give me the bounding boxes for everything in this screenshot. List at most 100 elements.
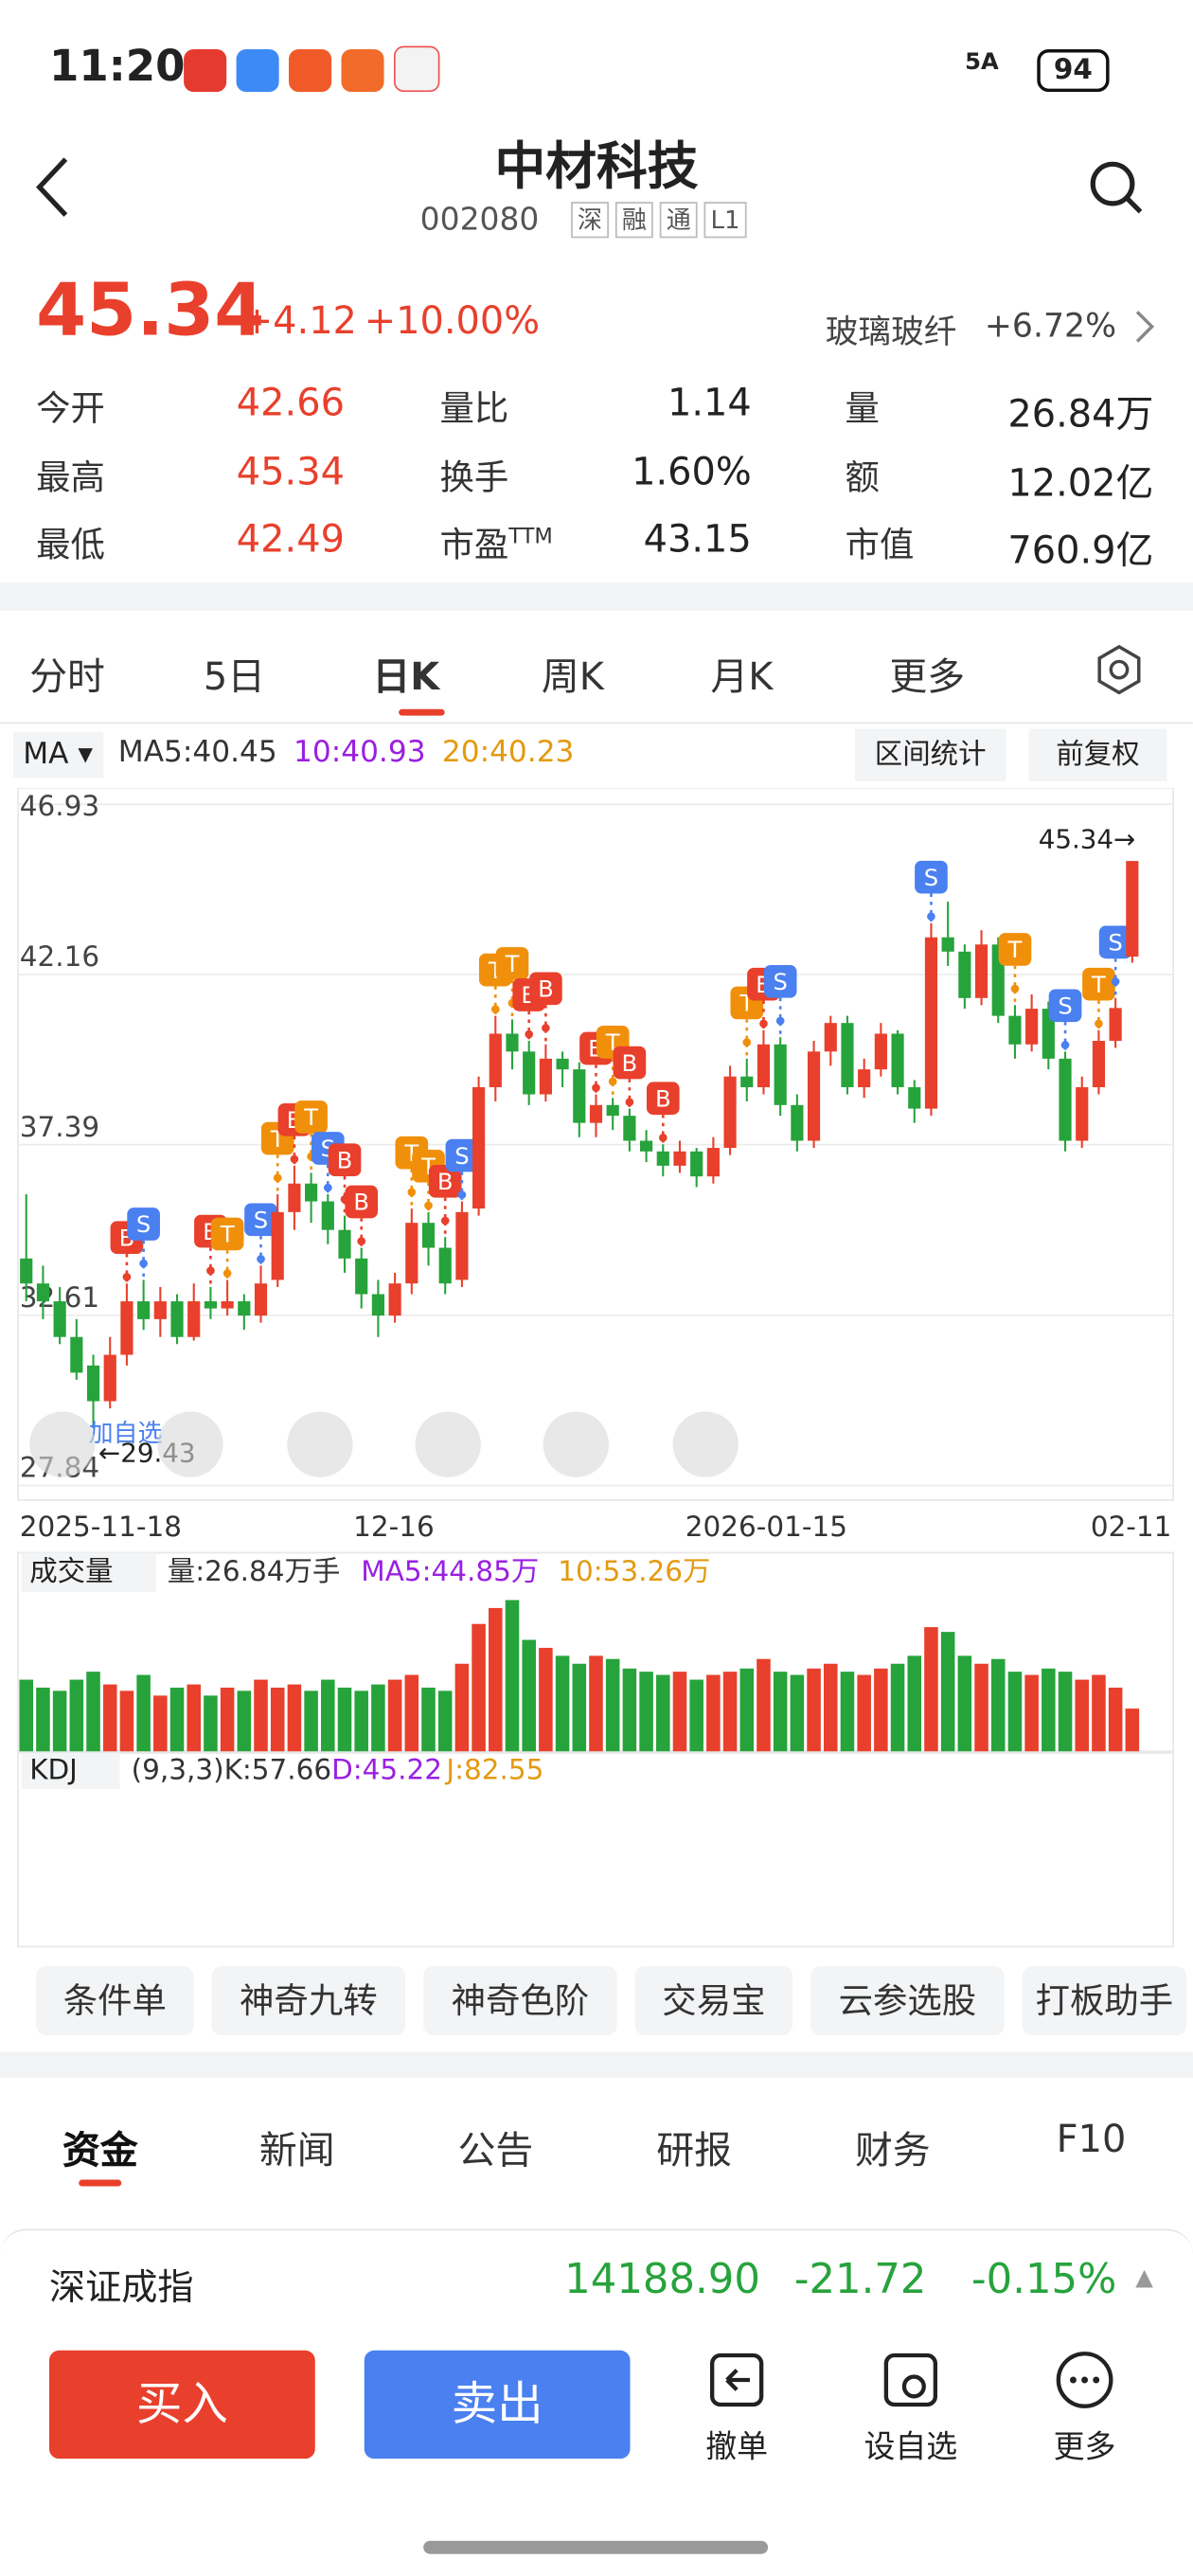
signal-label: B <box>655 1084 671 1112</box>
cancel-icon[interactable] <box>707 2351 766 2409</box>
period-tab[interactable]: 日K <box>372 656 440 700</box>
info-tab[interactable]: 公告 <box>457 2130 534 2174</box>
candle-body <box>153 1301 167 1319</box>
info-tab[interactable]: F10 <box>1056 2119 1127 2162</box>
action-label[interactable]: 设自选 <box>864 2428 958 2466</box>
watch-icon[interactable] <box>881 2351 940 2409</box>
volume-bar <box>1024 1674 1039 1752</box>
range-stats-button[interactable]: 区间统计 <box>854 728 1006 781</box>
info-tab[interactable]: 财务 <box>854 2130 931 2174</box>
volume-bar <box>605 1658 620 1752</box>
volume-bar <box>421 1687 436 1752</box>
index-bar[interactable] <box>0 2228 1193 2336</box>
candle-body <box>791 1104 804 1141</box>
volume-bar <box>990 1658 1006 1752</box>
adjust-button[interactable]: 前复权 <box>1028 728 1167 781</box>
volume-bar <box>204 1695 218 1752</box>
period-tab[interactable]: 周K <box>541 656 604 700</box>
signal-marker <box>613 1046 647 1080</box>
candle-body <box>103 1354 116 1402</box>
stat-label: 换手 <box>439 457 509 498</box>
volume-bar <box>890 1663 905 1752</box>
volume-bar <box>974 1663 988 1752</box>
candle-body <box>523 1051 536 1095</box>
volume-bar <box>655 1674 670 1752</box>
stat-label: 额 <box>845 457 880 498</box>
period-tab[interactable]: 月K <box>710 656 774 700</box>
candle-body <box>86 1365 100 1402</box>
period-tab[interactable]: 5日 <box>203 656 266 700</box>
signal-dot <box>122 1272 132 1281</box>
candle-body <box>472 1086 486 1209</box>
signal-dot <box>357 1237 366 1245</box>
buy-button[interactable]: 买入 <box>48 2350 315 2460</box>
candle-body <box>221 1301 234 1309</box>
back-button[interactable] <box>29 154 76 220</box>
indicator-select[interactable]: MA ▾ <box>12 731 103 778</box>
signal-label: B <box>353 1189 369 1216</box>
stat-label: 市盈TTM <box>439 525 553 565</box>
sector-name[interactable]: 玻璃玻纤 <box>825 312 957 351</box>
info-tab[interactable]: 研报 <box>656 2130 732 2174</box>
index-change: -21.72 <box>793 2255 927 2303</box>
info-tab-indicator <box>79 2179 122 2187</box>
volume-bar <box>287 1684 302 1752</box>
candle-body <box>723 1076 737 1149</box>
ma-label: 20:40.23 <box>441 735 575 770</box>
chart-control <box>672 1411 739 1477</box>
period-tab[interactable]: 分时 <box>29 656 105 700</box>
signal-dot <box>759 1019 768 1029</box>
period-tab[interactable]: 更多 <box>889 656 966 700</box>
volume-bar <box>404 1674 419 1752</box>
volume-bar <box>639 1672 653 1752</box>
candle-body <box>355 1258 368 1295</box>
tool-button[interactable]: 打板助手 <box>1022 1966 1187 2036</box>
action-label[interactable]: 更多 <box>1053 2428 1116 2466</box>
tool-button[interactable]: 神奇九转 <box>211 1966 406 2036</box>
signal-marker <box>294 1100 328 1134</box>
candle-body <box>573 1069 586 1123</box>
signal-marker <box>495 947 529 980</box>
tab-indicator <box>399 708 445 716</box>
volume-bar <box>539 1647 553 1752</box>
signal-marker <box>428 1164 462 1198</box>
volume-bar <box>522 1639 536 1752</box>
action-label[interactable]: 撤单 <box>705 2428 769 2466</box>
settings-button[interactable] <box>1093 643 1145 695</box>
tool-button[interactable]: 神奇色阶 <box>423 1966 617 2036</box>
candle-body <box>137 1301 151 1319</box>
stat-label: 最低 <box>36 525 105 565</box>
stat-value: 760.9亿 <box>1007 529 1154 573</box>
sector-arrow <box>1135 311 1155 343</box>
candle-body <box>656 1151 669 1166</box>
stock-tag: 融 <box>614 202 653 239</box>
signal-dot <box>775 1016 785 1026</box>
kline-chart: 46.9342.1637.3932.6127.84BSBTSTBTSBBTTBS… <box>17 787 1175 1948</box>
chart-control <box>415 1411 481 1477</box>
candle-body <box>20 1258 33 1284</box>
stat-value: 42.66 <box>236 382 345 425</box>
ma-label: MA5:40.45 <box>117 735 277 770</box>
info-tab[interactable]: 新闻 <box>258 2130 335 2174</box>
stat-label: 量 <box>845 388 880 429</box>
signal-marker <box>1082 967 1115 1001</box>
info-tab[interactable]: 资金 <box>62 2130 138 2174</box>
stock-code: 002080 <box>419 202 540 239</box>
candle-body <box>858 1069 871 1087</box>
tool-button[interactable]: 交易宝 <box>634 1966 793 2036</box>
candle-body <box>908 1086 921 1109</box>
candle-body <box>53 1301 66 1337</box>
stat-label: 最高 <box>36 457 105 498</box>
tool-button[interactable]: 云参选股 <box>810 1966 1005 2036</box>
candle-body <box>589 1104 603 1123</box>
y-tick-label: 37.39 <box>20 1111 99 1143</box>
volume-bar <box>1108 1687 1123 1752</box>
candle-body <box>305 1183 318 1202</box>
tool-button[interactable]: 条件单 <box>36 1966 194 2036</box>
sell-button[interactable]: 卖出 <box>364 2350 631 2460</box>
more-icon[interactable] <box>1055 2351 1113 2409</box>
search-button[interactable] <box>1086 157 1145 216</box>
candle-body <box>455 1211 469 1280</box>
candle-body <box>405 1223 418 1284</box>
volume-bar <box>874 1668 888 1752</box>
